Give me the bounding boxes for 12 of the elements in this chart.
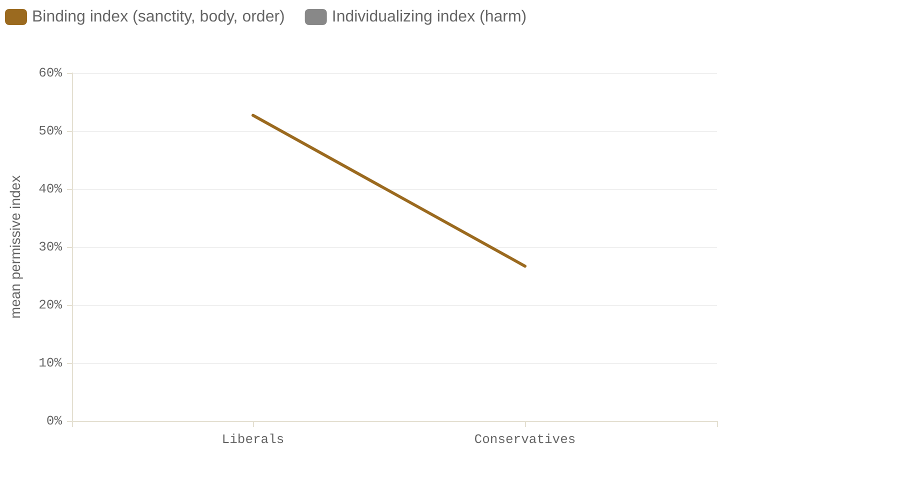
y-tick-label: 0% <box>46 414 62 428</box>
y-tick-label: 30% <box>38 240 62 254</box>
y-tick-label: 60% <box>38 66 62 80</box>
y-axis-title: mean permissive index <box>7 175 23 319</box>
y-tick-label: 10% <box>38 356 62 370</box>
y-tick-label: 50% <box>38 124 62 138</box>
x-tick-label: Liberals <box>222 432 284 447</box>
y-tick-label: 40% <box>38 182 62 196</box>
y-tick-label: 20% <box>38 298 62 312</box>
legend-label: Binding index (sanctity, body, order) <box>32 8 285 26</box>
legend-label: Individualizing index (harm) <box>332 8 527 26</box>
x-tick-label: Conservatives <box>474 432 576 447</box>
